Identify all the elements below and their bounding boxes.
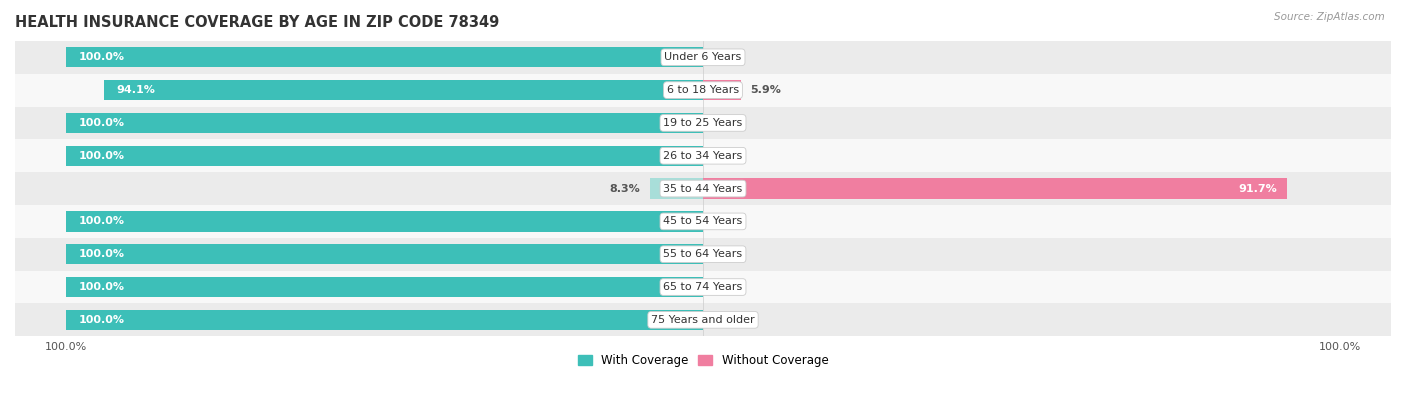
Bar (15, 74, 1391, 107)
Bar (66, 146, 703, 166)
Bar (703, 178, 1286, 199)
Text: 75 Years and older: 75 Years and older (651, 315, 755, 325)
Bar (66, 310, 703, 330)
Text: 0.0%: 0.0% (713, 151, 741, 161)
Text: 45 to 54 Years: 45 to 54 Years (664, 216, 742, 227)
Bar (15, 41, 1391, 74)
Text: 100.0%: 100.0% (79, 315, 125, 325)
Text: 100.0%: 100.0% (79, 216, 125, 227)
Bar (650, 178, 703, 199)
Text: 91.7%: 91.7% (1239, 183, 1278, 193)
Text: 100.0%: 100.0% (79, 282, 125, 292)
Bar (66, 277, 703, 297)
Bar (66, 113, 703, 133)
Text: 0.0%: 0.0% (713, 118, 741, 128)
Text: Under 6 Years: Under 6 Years (665, 52, 741, 62)
Text: 26 to 34 Years: 26 to 34 Years (664, 151, 742, 161)
Bar (703, 80, 741, 100)
Text: 5.9%: 5.9% (751, 85, 780, 95)
Bar (66, 47, 703, 68)
Text: 100.0%: 100.0% (79, 52, 125, 62)
Text: 19 to 25 Years: 19 to 25 Years (664, 118, 742, 128)
Text: 0.0%: 0.0% (713, 315, 741, 325)
Text: 35 to 44 Years: 35 to 44 Years (664, 183, 742, 193)
Bar (15, 271, 1391, 303)
Bar (15, 172, 1391, 205)
Text: 94.1%: 94.1% (117, 85, 155, 95)
Bar (15, 139, 1391, 172)
Text: HEALTH INSURANCE COVERAGE BY AGE IN ZIP CODE 78349: HEALTH INSURANCE COVERAGE BY AGE IN ZIP … (15, 15, 499, 30)
Bar (66, 244, 703, 264)
Text: 0.0%: 0.0% (713, 249, 741, 259)
Text: 6 to 18 Years: 6 to 18 Years (666, 85, 740, 95)
Legend: With Coverage, Without Coverage: With Coverage, Without Coverage (572, 349, 834, 372)
Text: 0.0%: 0.0% (713, 282, 741, 292)
Text: 55 to 64 Years: 55 to 64 Years (664, 249, 742, 259)
Bar (15, 107, 1391, 139)
Bar (15, 205, 1391, 238)
Text: 8.3%: 8.3% (610, 183, 641, 193)
Bar (66, 211, 703, 232)
Text: 100.0%: 100.0% (79, 151, 125, 161)
Text: 0.0%: 0.0% (713, 216, 741, 227)
Text: 100.0%: 100.0% (79, 118, 125, 128)
Bar (104, 80, 703, 100)
Bar (15, 303, 1391, 336)
Text: Source: ZipAtlas.com: Source: ZipAtlas.com (1274, 12, 1385, 22)
Text: 100.0%: 100.0% (79, 249, 125, 259)
Text: 0.0%: 0.0% (713, 52, 741, 62)
Bar (15, 238, 1391, 271)
Text: 65 to 74 Years: 65 to 74 Years (664, 282, 742, 292)
